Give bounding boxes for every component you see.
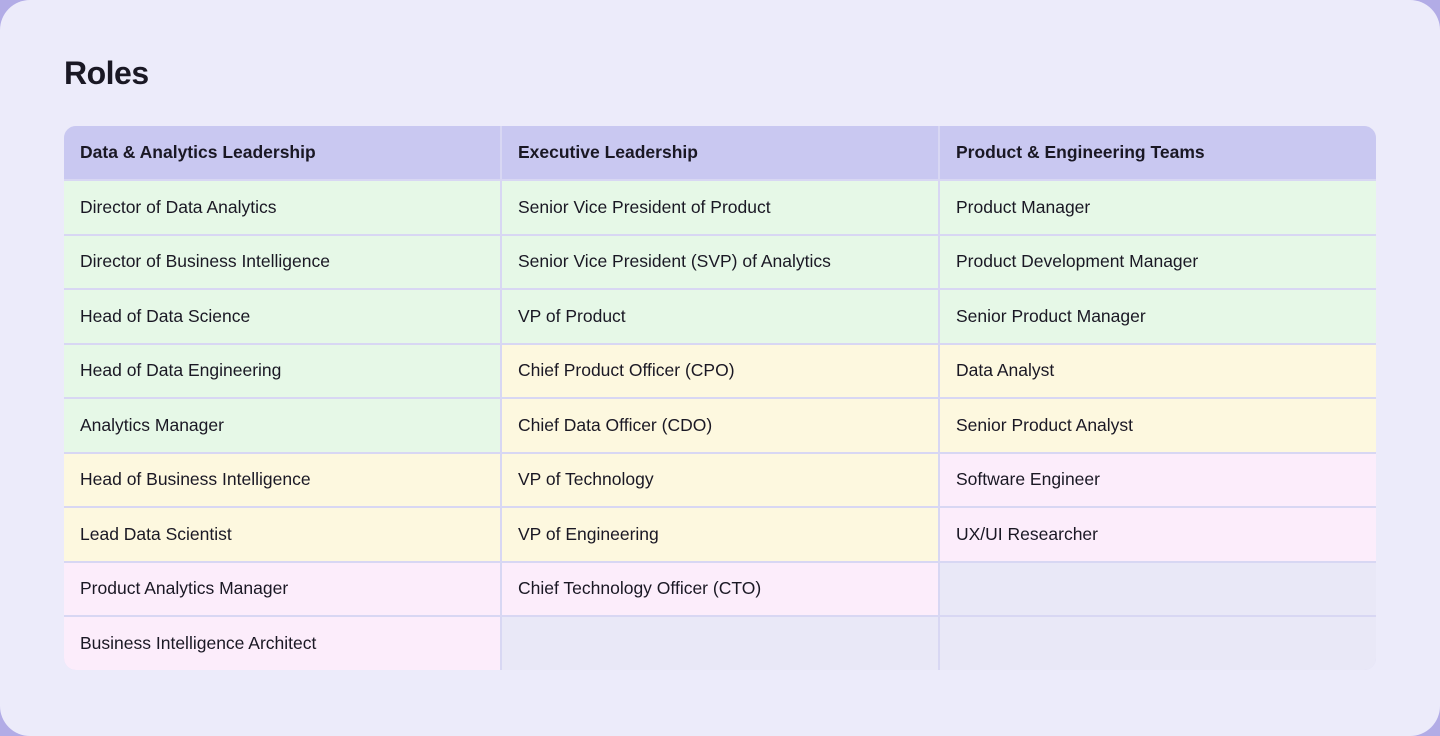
role-cell-head-of-data-engineering[interactable]: Head of Data Engineering xyxy=(64,344,500,397)
column-header-product-engineering-teams: Product & Engineering Teams xyxy=(940,126,1376,179)
role-cell-chief-product-officer-cpo[interactable]: Chief Product Officer (CPO) xyxy=(502,344,938,397)
role-cell-senior-vice-president-of-product[interactable]: Senior Vice President of Product xyxy=(502,181,938,234)
column-header-data-analytics-leadership: Data & Analytics Leadership xyxy=(64,126,500,179)
role-cell-director-of-data-analytics[interactable]: Director of Data Analytics xyxy=(64,181,500,234)
role-cell-vp-of-technology[interactable]: VP of Technology xyxy=(502,453,938,506)
empty-cell xyxy=(502,617,938,670)
page-title: Roles xyxy=(64,55,149,91)
column-header-executive-leadership: Executive Leadership xyxy=(502,126,938,179)
role-cell-director-of-business-intelligence[interactable]: Director of Business Intelligence xyxy=(64,235,500,288)
role-cell-senior-product-analyst[interactable]: Senior Product Analyst xyxy=(940,399,1376,452)
role-cell-vp-of-product[interactable]: VP of Product xyxy=(502,290,938,343)
roles-table: Data & Analytics Leadership Executive Lea… xyxy=(64,126,1376,670)
role-cell-senior-product-manager[interactable]: Senior Product Manager xyxy=(940,290,1376,343)
role-cell-data-analyst[interactable]: Data Analyst xyxy=(940,344,1376,397)
role-cell-chief-technology-officer-cto[interactable]: Chief Technology Officer (CTO) xyxy=(502,562,938,615)
role-cell-head-of-business-intelligence[interactable]: Head of Business Intelligence xyxy=(64,453,500,506)
role-cell-analytics-manager[interactable]: Analytics Manager xyxy=(64,399,500,452)
role-cell-head-of-data-science[interactable]: Head of Data Science xyxy=(64,290,500,343)
role-cell-software-engineer[interactable]: Software Engineer xyxy=(940,453,1376,506)
role-cell-senior-vice-president-svp-of-analytics[interactable]: Senior Vice President (SVP) of Analytics xyxy=(502,235,938,288)
role-cell-product-analytics-manager[interactable]: Product Analytics Manager xyxy=(64,562,500,615)
role-cell-chief-data-officer-cdo[interactable]: Chief Data Officer (CDO) xyxy=(502,399,938,452)
role-cell-ux-ui-researcher[interactable]: UX/UI Researcher xyxy=(940,508,1376,561)
role-cell-vp-of-engineering[interactable]: VP of Engineering xyxy=(502,508,938,561)
role-cell-lead-data-scientist[interactable]: Lead Data Scientist xyxy=(64,508,500,561)
empty-cell xyxy=(940,562,1376,615)
role-cell-product-manager[interactable]: Product Manager xyxy=(940,181,1376,234)
role-cell-business-intelligence-architect[interactable]: Business Intelligence Architect xyxy=(64,617,500,670)
empty-cell xyxy=(940,617,1376,670)
role-cell-product-development-manager[interactable]: Product Development Manager xyxy=(940,235,1376,288)
